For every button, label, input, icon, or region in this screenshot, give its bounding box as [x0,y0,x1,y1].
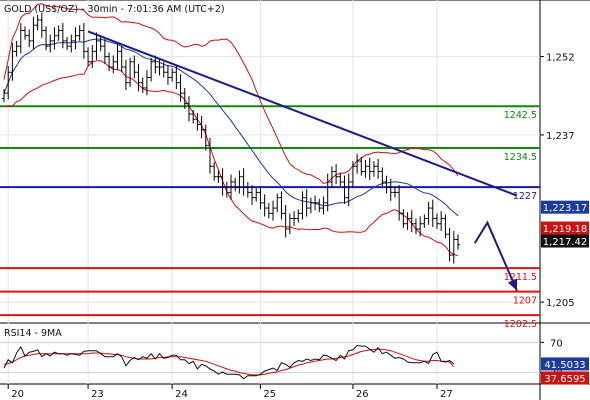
time-tick-label: 20 [11,389,24,400]
projection-arrow [473,220,518,291]
rsi-badges: 41.5033 37.6595 [541,357,589,385]
horizontal-levels: 1242.5 1234.5 1227 1211.5 1207 1202.5 [0,105,540,330]
bollinger-upper-band [3,3,459,185]
level-label: 1202.5 [504,319,537,330]
rsi-lines [3,344,455,380]
price-grid [0,0,540,323]
value-badge [541,221,589,235]
projection-arrowhead [507,278,518,291]
value-badge-label: 37.6595 [544,374,585,385]
value-badge-label: 1,217.42 [543,237,588,248]
trendline-group [87,30,518,291]
time-tick-label: 26 [356,389,369,400]
value-badge [541,357,589,371]
value-badge-label: 41.5033 [544,360,585,371]
rsi-grid [0,323,540,384]
price-tick-label: 1,205 [546,298,575,309]
time-tick-label: 24 [175,389,188,400]
time-tick-label: 25 [263,389,276,400]
price-bars [2,12,460,264]
price-badges: 1,223.17 1,219.18 1,217.42 [541,200,589,248]
time-tick-label: 23 [91,389,104,400]
value-badge [541,200,589,214]
rsi-tick-label: 70 [550,338,563,349]
rsi-line [3,344,455,380]
time-tick-label: 27 [440,389,453,400]
price-axis-ticks: 1,252 1,237 1,205 [540,53,575,309]
level-label: 1242.5 [504,110,537,121]
value-badge-label: 1,219.18 [543,224,588,235]
rsi-title: RSI14 - 9MA [4,328,62,339]
value-badge [541,371,589,385]
time-axis: 20 23 24 25 26 27 [7,384,453,400]
chart-title: GOLD (US$/OZ) - 30min - 7:01:36 AM (UTC+… [4,4,225,15]
level-label: 1234.5 [504,152,537,163]
value-badge-label: 1,223.17 [543,203,588,214]
level-label: 1227 [513,191,537,202]
price-tick-label: 1,237 [546,131,575,142]
downtrend-line [87,30,518,197]
level-label: 1211.5 [504,272,537,283]
level-label: 1207 [513,296,537,307]
value-badge [541,234,589,248]
price-tick-label: 1,252 [546,53,575,64]
